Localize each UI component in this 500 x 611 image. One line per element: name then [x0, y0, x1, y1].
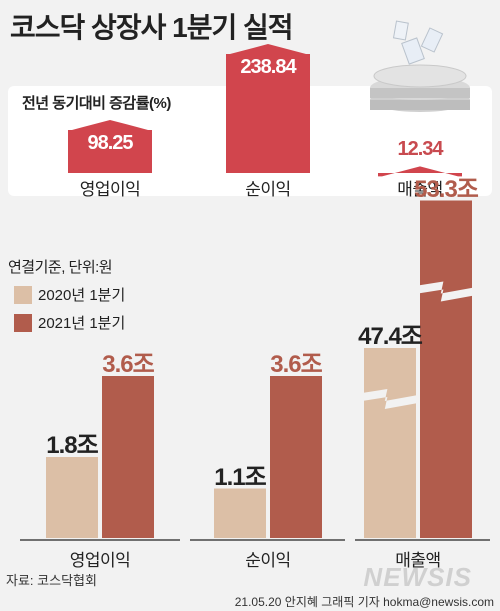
bar-value-label: 53.3조	[414, 175, 479, 203]
category-label: 매출액	[395, 551, 441, 570]
legend-swatch	[14, 285, 32, 304]
watermark: NEWSIS	[363, 562, 472, 592]
page-title: 코스닥 상장사 1분기 실적	[10, 12, 294, 43]
source-note: 자료: 코스닥협회	[6, 573, 97, 588]
legend-label: 2021년 1분기	[38, 315, 126, 332]
growth-value: 238.84	[240, 56, 296, 79]
bar-2020-1	[46, 457, 98, 538]
growth-value: 12.34	[397, 138, 443, 161]
bar-value-label: 1.8조	[46, 432, 98, 459]
growth-label: 영업이익	[79, 180, 141, 199]
coin-stack-icon	[370, 20, 470, 112]
bar-2020-2	[214, 488, 266, 538]
bar-value-label: 3.6조	[270, 351, 322, 378]
category-label: 영업이익	[69, 551, 131, 570]
bar-2021-3	[420, 200, 472, 538]
growth-title: 전년 동기대비 증감률(%)	[22, 95, 171, 112]
legend-swatch	[14, 313, 32, 332]
bar-2021-1	[102, 376, 154, 538]
growth-label: 순이익	[245, 180, 291, 199]
bar-value-label: 3.6조	[102, 351, 154, 378]
growth-label: 매출액	[397, 180, 443, 199]
growth-arrow-3	[378, 166, 462, 177]
legend-item: 2020년 1분기	[14, 284, 125, 305]
category-label: 순이익	[245, 551, 291, 570]
bar-2021-2	[270, 376, 322, 538]
legend-item: 2021년 1분기	[14, 312, 125, 333]
basis-note: 연결기준, 단위:원	[8, 259, 113, 276]
growth-value: 98.25	[87, 131, 133, 154]
axis-break-mark	[362, 389, 418, 409]
credit-line: 21.05.20 안지혜 그래픽 기자 hokma@newsis.com	[234, 595, 494, 609]
bar-value-label: 1.1조	[214, 463, 266, 491]
bar-2020-3	[364, 348, 416, 538]
legend-label: 2020년 1분기	[38, 287, 126, 304]
bar-value-label: 47.4조	[358, 323, 423, 350]
growth-arrow-1	[68, 119, 152, 173]
axis-break-mark	[418, 281, 474, 302]
growth-arrow-2	[226, 44, 310, 174]
